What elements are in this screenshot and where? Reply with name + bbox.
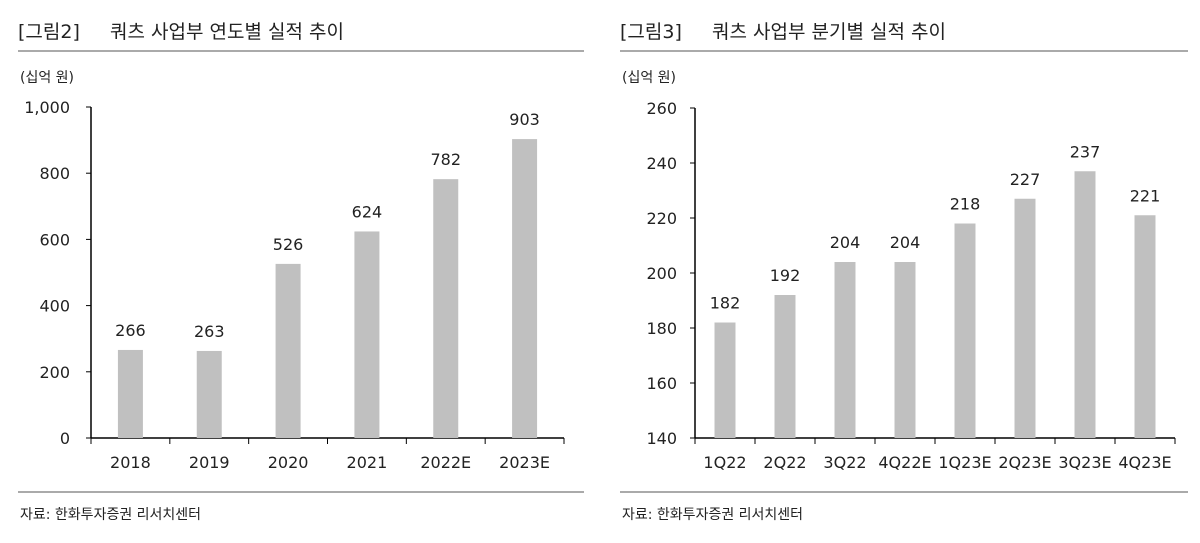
data-label: 782 — [430, 150, 461, 169]
x-tick-label: 2019 — [189, 453, 230, 472]
bar-1Q23E — [954, 223, 976, 438]
x-tick-label: 2Q22 — [763, 453, 806, 472]
bar-2018 — [117, 349, 143, 438]
bar-2019 — [196, 350, 222, 438]
x-tick-label: 2Q23E — [998, 453, 1051, 472]
y-tick-label: 200 — [39, 363, 70, 382]
data-label: 266 — [115, 321, 146, 340]
data-label: 237 — [1070, 142, 1101, 161]
data-label: 227 — [1010, 170, 1041, 189]
bar-2023E — [512, 139, 538, 438]
y-tick-label: 140 — [646, 429, 677, 448]
chart-title: 쿼츠 사업부 분기별 실적 추이 — [712, 21, 946, 43]
y-tick-label: 160 — [646, 374, 677, 393]
x-tick-label: 4Q22E — [878, 453, 931, 472]
data-label: 204 — [890, 233, 921, 252]
bar-3Q22 — [834, 262, 856, 438]
x-tick-label: 2020 — [268, 453, 309, 472]
bar-2Q23E — [1014, 198, 1036, 438]
y-tick-label: 400 — [39, 297, 70, 316]
x-tick-label: 2021 — [347, 453, 388, 472]
bar-2021 — [354, 231, 380, 438]
x-tick-label: 3Q22 — [823, 453, 866, 472]
unit-label: (십억 원) — [622, 70, 676, 86]
x-tick-label: 1Q22 — [703, 453, 746, 472]
data-label: 903 — [509, 110, 540, 129]
unit-label: (십억 원) — [20, 70, 74, 86]
y-tick-label: 1,000 — [24, 98, 70, 117]
bar-2022E — [433, 179, 459, 438]
data-label: 221 — [1130, 186, 1161, 205]
data-label: 204 — [830, 233, 861, 252]
y-tick-label: 220 — [646, 209, 677, 228]
y-tick-label: 260 — [646, 99, 677, 118]
data-label: 192 — [770, 266, 801, 285]
x-tick-label: 2018 — [110, 453, 151, 472]
y-tick-label: 200 — [646, 264, 677, 283]
data-label: 182 — [710, 294, 741, 313]
x-tick-label: 2022E — [420, 453, 471, 472]
source-note: 자료: 한화투자증권 리서치센터 — [622, 507, 803, 523]
data-label: 624 — [352, 202, 383, 221]
x-tick-label: 1Q23E — [938, 453, 991, 472]
x-tick-label: 4Q23E — [1118, 453, 1171, 472]
y-tick-label: 0 — [60, 429, 70, 448]
source-note: 자료: 한화투자증권 리서치센터 — [20, 507, 201, 523]
bar-1Q22 — [714, 322, 736, 438]
figure-label: [그림2] — [18, 21, 80, 43]
bar-2020 — [275, 263, 301, 438]
data-label: 218 — [950, 195, 981, 214]
chart-title: 쿼츠 사업부 연도별 실적 추이 — [110, 21, 344, 43]
data-label: 263 — [194, 322, 225, 341]
y-tick-label: 800 — [39, 164, 70, 183]
x-tick-label: 2023E — [499, 453, 550, 472]
y-tick-label: 180 — [646, 319, 677, 338]
x-tick-label: 3Q23E — [1058, 453, 1111, 472]
bar-3Q23E — [1074, 171, 1096, 438]
data-label: 526 — [273, 235, 304, 254]
y-tick-label: 600 — [39, 230, 70, 249]
y-tick-label: 240 — [646, 154, 677, 173]
bar-2Q22 — [774, 295, 796, 438]
bar-4Q22E — [894, 262, 916, 438]
bar-4Q23E — [1134, 215, 1156, 438]
figure-label: [그림3] — [620, 21, 682, 43]
